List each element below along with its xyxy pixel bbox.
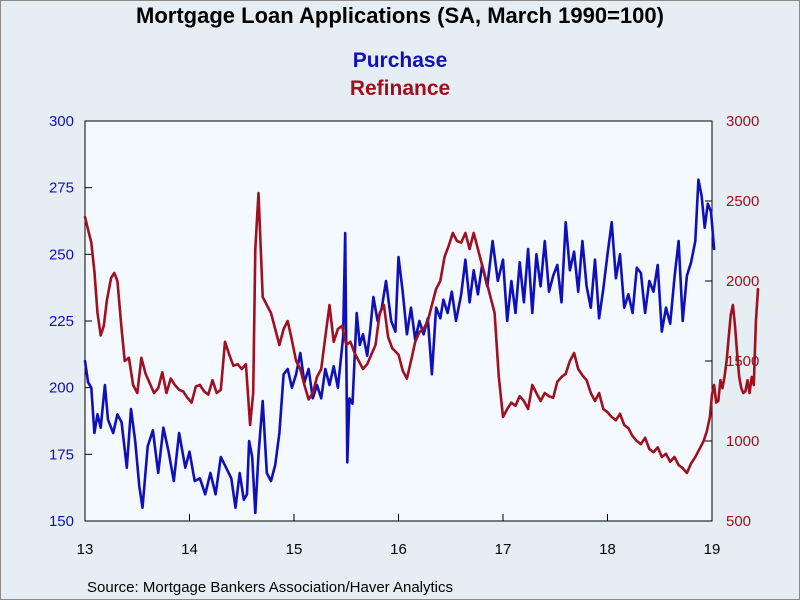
right-tick-label: 500: [726, 513, 751, 530]
right-tick-label: 1000: [726, 433, 759, 450]
right-tick-label: 2000: [726, 273, 759, 290]
x-tick-label: 16: [390, 541, 407, 558]
series-line-purchase: [83, 178, 716, 515]
x-tick-label: 18: [599, 541, 616, 558]
x-tick-label: 15: [286, 541, 303, 558]
chart-title: Mortgage Loan Applications (SA, March 19…: [136, 3, 664, 28]
x-tick-label: 19: [704, 541, 721, 558]
left-tick-label: 300: [49, 113, 74, 130]
source-note: Source: Mortgage Bankers Association/Hav…: [87, 579, 453, 596]
left-tick-label: 225: [49, 313, 74, 330]
left-tick-label: 175: [49, 446, 74, 463]
series-line-refinance: [83, 191, 760, 475]
right-tick-label: 1500: [726, 353, 759, 370]
left-tick-label: 250: [49, 246, 74, 263]
right-tick-label: 3000: [726, 113, 759, 130]
left-tick-label: 200: [49, 380, 74, 397]
right-tick-label: 2500: [726, 193, 759, 210]
x-tick-label: 13: [77, 541, 94, 558]
left-tick-label: 275: [49, 180, 74, 197]
legend-refinance: Refinance: [350, 77, 450, 100]
left-tick-label: 150: [49, 513, 74, 530]
x-tick-label: 17: [495, 541, 512, 558]
x-tick-label: 14: [181, 541, 198, 558]
legend-purchase: Purchase: [353, 49, 448, 72]
plot-area: [84, 120, 713, 522]
